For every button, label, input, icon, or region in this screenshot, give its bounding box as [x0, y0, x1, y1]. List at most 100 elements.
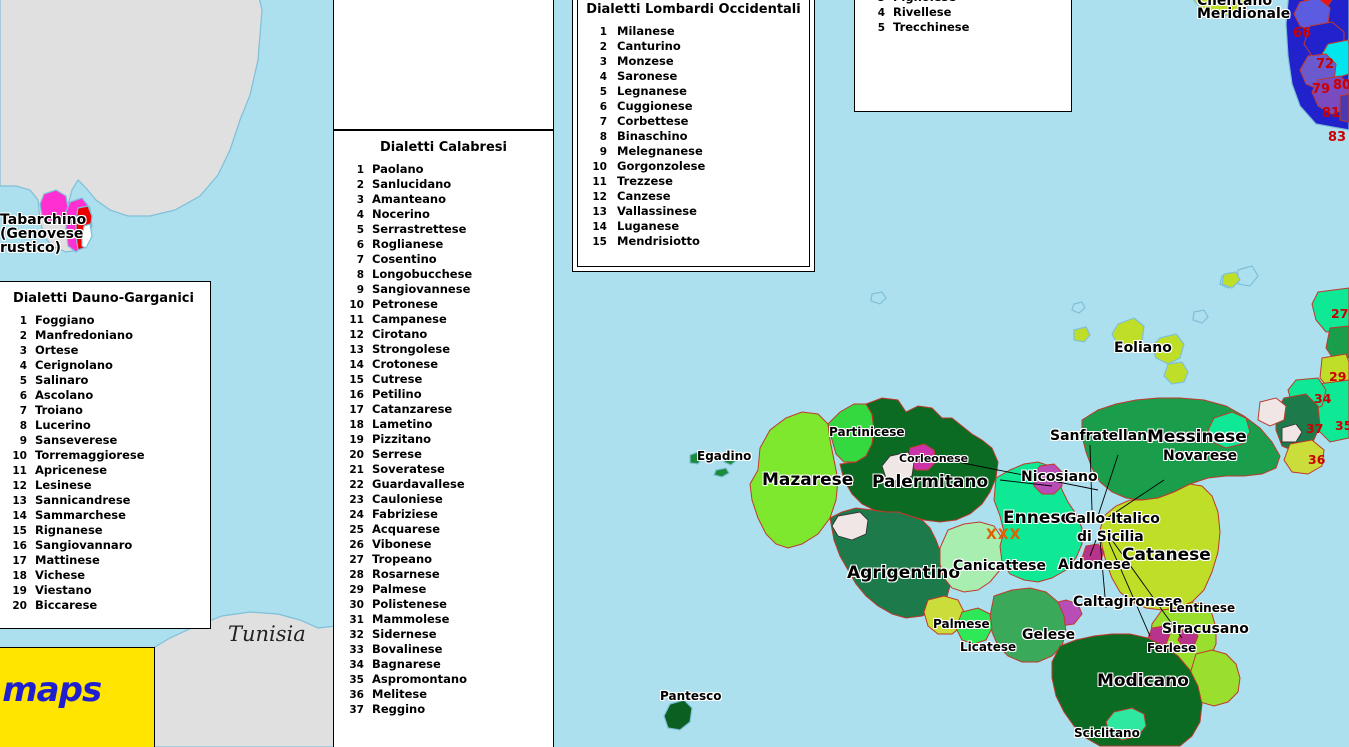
label-cilentano-meridionale: Cilentano Meridionale — [1197, 0, 1291, 22]
legend-item: 37 Reggino — [344, 702, 547, 717]
legend-item-number: 5 — [356, 224, 364, 236]
legend-item-label: Sangiovannese — [372, 282, 471, 296]
label-canicattese: Canicattese — [953, 558, 1046, 574]
legend-item-number: 14 — [12, 510, 27, 522]
legend-item-label: Cutrese — [372, 372, 423, 386]
legend-item-label: Campanese — [372, 312, 447, 326]
legend-item-number: 20 — [349, 449, 364, 461]
region-number: 83 — [1328, 130, 1347, 145]
label-aidonese: Aidonese — [1058, 557, 1131, 573]
legend-item: 35 Aspromontano — [344, 672, 547, 687]
label-novarese: Novarese — [1163, 448, 1238, 464]
legend-item-number: 8 — [599, 131, 607, 143]
label-gallo-italico: Gallo-Italico — [1065, 511, 1160, 527]
region-sardinia — [0, 0, 263, 253]
label-sanfratellano: Sanfratellano — [1050, 428, 1157, 444]
legend-item: 13 Strongolese — [344, 342, 547, 357]
legend-item: 19 Pizzitano — [344, 432, 547, 447]
legend-list: 1 Milanese 2 Canturino 3 Monzese 4 Saronese 5 Leg… — [573, 24, 814, 255]
legend-item: 10 Petronese — [344, 297, 547, 312]
legend-item: 3 Monzese — [591, 54, 808, 69]
legend-item-number: 1 — [356, 164, 364, 176]
legend-item-label: Cirotano — [372, 327, 428, 341]
legend-item: 17 Catanzarese — [344, 402, 547, 417]
legend-item: 3 Pignolese — [865, 0, 1065, 5]
legend-item: 30 Polistenese — [344, 597, 547, 612]
legend-item: 5 Legnanese — [591, 84, 808, 99]
legend-item-label: Troiano — [35, 403, 83, 417]
legend-item: 15 Mendrisiotto — [591, 234, 808, 249]
label-gelese: Gelese — [1022, 627, 1076, 643]
legend-item-number: 21 — [349, 464, 364, 476]
legend-item-label: Ortese — [35, 343, 79, 357]
legend-item: 14 Crotonese — [344, 357, 547, 372]
legend-item-number: 5 — [599, 86, 607, 98]
region-number: 81 — [1322, 106, 1341, 121]
legend-item-number: 13 — [12, 495, 27, 507]
legend-item: 5 Serrastrettese — [344, 222, 547, 237]
legend-item-number: 11 — [12, 465, 27, 477]
legend-item-number: 1 — [599, 26, 607, 38]
legend-item-label: Vibonese — [372, 537, 432, 551]
legend-item: 15 Cutrese — [344, 372, 547, 387]
legend-item-label: Tropeano — [372, 552, 433, 566]
legend-item: 20 Serrese — [344, 447, 547, 462]
legend-item-label: Rosarnese — [372, 567, 440, 581]
legend-item-label: Petilino — [372, 387, 422, 401]
legend-box-lombardi-occidentali: Dialetti Lombardi Occidentali 1 Milanese 2… — [572, 0, 815, 272]
legend-item-number: 5 — [877, 22, 885, 34]
legend-item: 12 Lesinese — [7, 478, 204, 493]
legend-item-label: Trecchinese — [893, 20, 970, 34]
legend-item: 26 Vibonese — [344, 537, 547, 552]
legend-item-label: Catanzarese — [372, 402, 453, 416]
legend-item-label: Mattinese — [35, 553, 100, 567]
legend-item: 21 Soveratese — [344, 462, 547, 477]
region-number: 27 — [1331, 306, 1349, 321]
label-egadino: Egadino — [697, 449, 752, 463]
legend-item: 12 Canzese — [591, 189, 808, 204]
legend-item-number: 3 — [19, 345, 27, 357]
legend-item: 3 Amanteano — [344, 192, 547, 207]
legend-item: 4 Nocerino — [344, 207, 547, 222]
legend-item: 27 Tropeano — [344, 552, 547, 567]
legend-item-label: Rignanese — [35, 523, 103, 537]
legend-item: 8 Longobucchese — [344, 267, 547, 282]
legend-item-number: 13 — [592, 206, 607, 218]
legend-item-number: 2 — [356, 179, 364, 191]
legend-item: 28 Rosarnese — [344, 567, 547, 582]
legend-item-label: Lucerino — [35, 418, 91, 432]
legend-item-label: Cosentino — [372, 252, 437, 266]
legend-item-label: Legnanese — [617, 84, 687, 98]
legend-item: 25 Acquarese — [344, 522, 547, 537]
legend-item: 14 Sammarchese — [7, 508, 204, 523]
legend-item-label: Biccarese — [35, 598, 98, 612]
legend-item-number: 33 — [349, 644, 364, 656]
legend-item-label: Sannicandrese — [35, 493, 131, 507]
legend-item: 13 Sannicandrese — [7, 493, 204, 508]
legend-item-number: 36 — [349, 689, 364, 701]
label-lentinese: Lentinese — [1169, 601, 1236, 615]
legend-item-number: 10 — [349, 299, 364, 311]
label-partinicese: Partinicese — [829, 425, 905, 439]
legend-list: 1 Paolano 2 Sanlucidano 3 Amanteano 4 Nocerino 5… — [334, 162, 553, 723]
legend-item-label: Milanese — [617, 24, 675, 38]
legend-item: 4 Saronese — [591, 69, 808, 84]
legend-item: 9 Sangiovannese — [344, 282, 547, 297]
legend-item-label: Nocerino — [372, 207, 430, 221]
legend-item-label: Crotonese — [372, 357, 439, 371]
legend-item-number: 24 — [349, 509, 364, 521]
legend-item-label: Salinaro — [35, 373, 89, 387]
legend-item-label: Amanteano — [372, 192, 446, 206]
legend-item-number: 11 — [592, 176, 607, 188]
legend-item-number: 15 — [592, 236, 607, 248]
legend-item-label: Gorgonzolese — [617, 159, 706, 173]
label-licatese: Licatese — [960, 640, 1017, 654]
legend-item-number: 4 — [356, 209, 364, 221]
legend-item-label: Viestano — [35, 583, 92, 597]
region-number: 79 — [1312, 82, 1331, 97]
region-number: 36 — [1308, 452, 1326, 467]
legend-item-number: 13 — [349, 344, 364, 356]
region-number: 34 — [1314, 391, 1332, 406]
legend-item-number: 3 — [599, 56, 607, 68]
